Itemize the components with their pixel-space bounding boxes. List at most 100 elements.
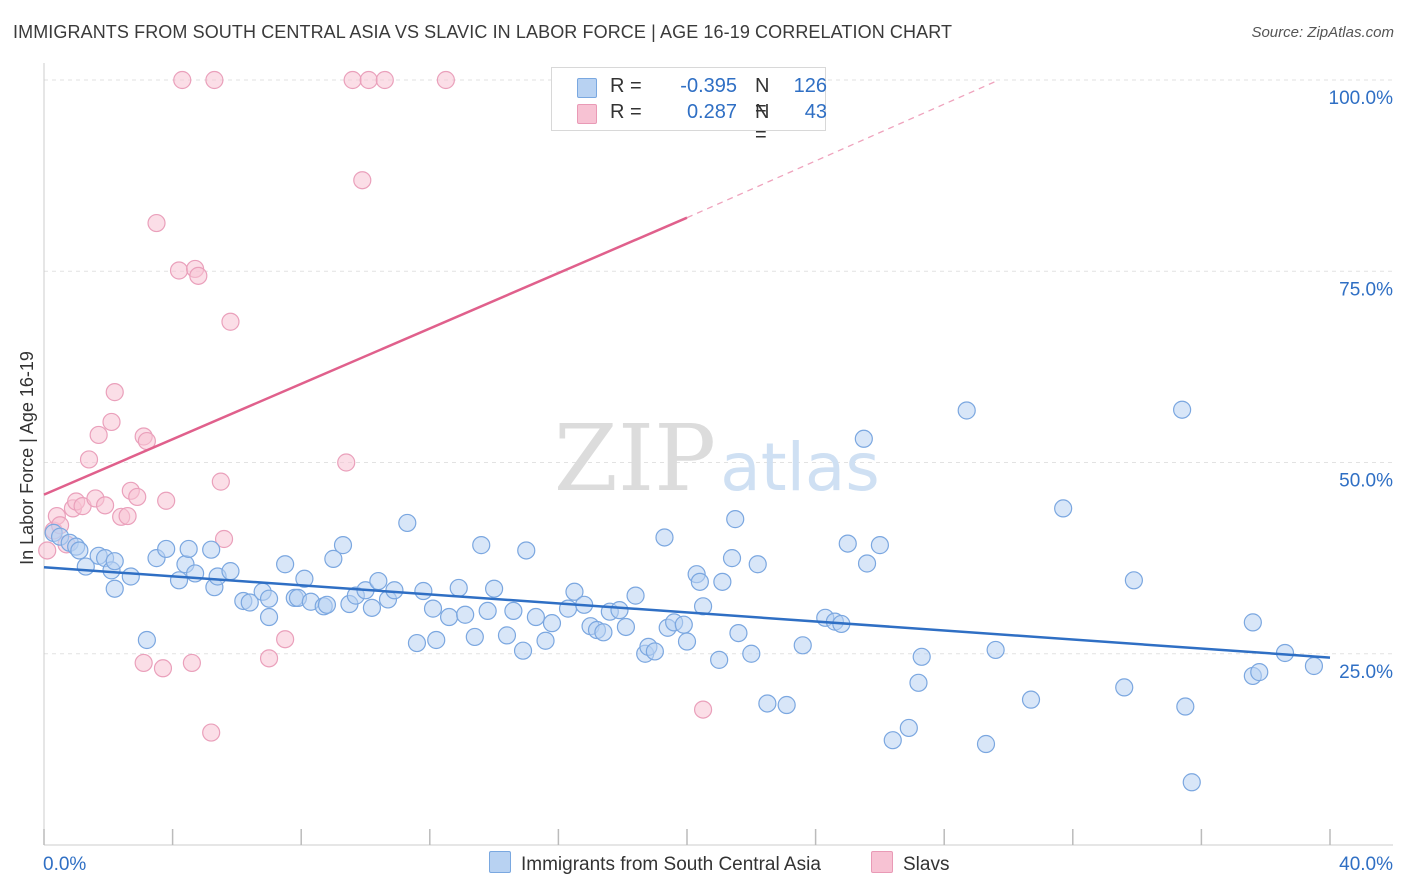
data-point <box>169 571 189 590</box>
data-point <box>748 555 767 574</box>
data-point <box>259 649 279 668</box>
legend-swatch-pink <box>577 104 597 124</box>
data-point <box>118 506 137 526</box>
data-point <box>343 70 362 90</box>
data-point <box>95 496 115 515</box>
chart-title: IMMIGRANTS FROM SOUTH CENTRAL ASIA VS SL… <box>13 22 953 42</box>
data-point <box>169 261 189 280</box>
data-point <box>594 623 613 642</box>
data-point <box>674 615 693 634</box>
data-point <box>398 513 417 533</box>
watermark-atlas: atlas <box>720 429 880 506</box>
trend-line-pink-extension <box>686 79 1000 219</box>
data-point <box>369 571 388 591</box>
series-slavs <box>38 70 713 742</box>
data-point <box>478 601 497 621</box>
data-point <box>414 581 433 601</box>
data-point <box>439 607 459 627</box>
series-legend-swatch-pink <box>871 851 893 873</box>
data-point <box>1115 678 1134 697</box>
watermark: ZIP atlas <box>554 405 880 512</box>
data-point <box>259 589 279 608</box>
series-legend-pink: Slavs <box>871 851 949 876</box>
data-point <box>986 640 1005 660</box>
data-point <box>221 562 240 581</box>
gridlines <box>44 79 1393 655</box>
series-legend-label-blue: Immigrants from South Central Asia <box>521 854 821 875</box>
x-tick-label-min: 0.0% <box>43 854 86 875</box>
data-point <box>1173 400 1192 419</box>
legend-r-value-blue: -0.395 <box>680 75 737 97</box>
y-tick-label: 100.0% <box>1329 88 1394 109</box>
data-point <box>485 579 504 598</box>
legend-n-value-blue: 126 <box>793 75 827 97</box>
data-point <box>147 213 166 233</box>
data-point <box>957 401 976 420</box>
data-point <box>742 644 761 663</box>
data-point <box>157 539 176 559</box>
legend-r-value-pink: 0.287 <box>686 101 737 123</box>
y-axis-label: In Labor Force | Age 16-19 <box>17 351 37 565</box>
data-point <box>436 70 455 90</box>
data-point <box>134 653 153 673</box>
data-point <box>857 554 877 573</box>
data-point <box>655 528 674 547</box>
correlation-legend: R = -0.395 N = 126 R = 0.287 N = 43 <box>551 67 827 146</box>
x-tick-label-max: 40.0% <box>1339 854 1393 875</box>
data-point <box>202 540 221 559</box>
data-point <box>729 623 748 643</box>
legend-n-value-pink: 43 <box>804 101 827 123</box>
data-point <box>189 266 208 285</box>
data-point <box>214 529 234 549</box>
data-point <box>259 607 279 627</box>
data-point <box>182 653 201 673</box>
data-point <box>211 472 230 491</box>
data-point <box>1243 613 1262 632</box>
data-point <box>565 582 584 601</box>
data-point <box>102 412 121 432</box>
legend-r-label: R = <box>610 101 642 123</box>
data-point <box>359 70 378 90</box>
data-point <box>777 695 796 715</box>
data-point <box>722 549 742 568</box>
data-point <box>854 429 873 448</box>
data-point <box>128 487 147 507</box>
data-point <box>105 552 124 571</box>
data-point <box>870 536 890 555</box>
data-point <box>758 694 777 713</box>
data-point <box>542 614 562 633</box>
data-point <box>693 700 713 719</box>
data-point <box>105 579 124 598</box>
series-legend-swatch-blue <box>489 851 511 873</box>
data-point <box>295 569 314 588</box>
legend-r-label: R = <box>610 75 642 97</box>
data-point <box>202 723 221 742</box>
data-point <box>317 595 337 614</box>
data-point <box>793 636 812 655</box>
watermark-zip: ZIP <box>554 405 716 512</box>
legend-n-label: N = <box>755 75 770 120</box>
data-point <box>121 567 140 586</box>
data-point <box>626 586 645 605</box>
data-point <box>526 607 545 627</box>
y-tick-label: 75.0% <box>1339 279 1393 300</box>
data-point <box>179 539 198 559</box>
data-point <box>333 536 353 555</box>
data-point <box>427 630 446 650</box>
data-point <box>710 650 729 669</box>
legend-swatch-blue <box>577 78 597 98</box>
data-point <box>221 312 240 331</box>
data-point <box>353 171 372 190</box>
data-point <box>472 536 491 555</box>
data-point <box>362 598 382 617</box>
y-tick-label: 25.0% <box>1339 662 1393 683</box>
data-point <box>1304 656 1324 676</box>
trend-lines <box>43 79 1331 659</box>
data-point <box>497 626 517 645</box>
trend-line-blue <box>43 566 1331 659</box>
data-point <box>1021 690 1041 709</box>
data-point <box>137 630 156 650</box>
data-point <box>153 659 173 678</box>
data-point <box>536 631 555 650</box>
